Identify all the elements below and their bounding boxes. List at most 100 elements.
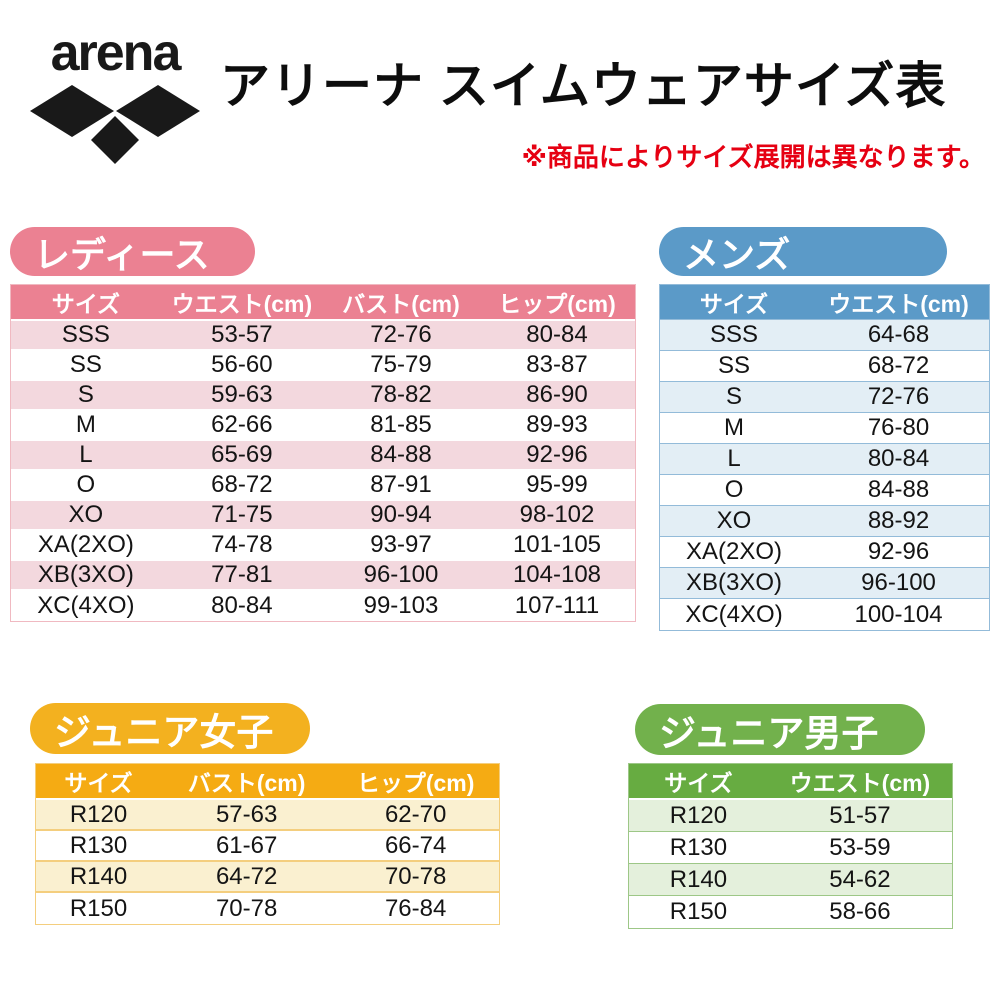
table-cell: 80-84 [808, 444, 989, 475]
table-row: XB(3XO) 96-100 [660, 568, 989, 599]
table-row: XC(4XO) 100-104 [660, 599, 989, 630]
table-cell: 59-63 [160, 381, 323, 411]
table-cell: 98-102 [478, 501, 635, 531]
table-cell: 76-80 [808, 413, 989, 444]
table-row: R140 54-62 [629, 864, 952, 896]
table-row: R120 51-57 [629, 800, 952, 832]
table-row: R150 70-78 76-84 [36, 893, 499, 924]
table-cell: R150 [629, 896, 768, 928]
table-cell: 62-66 [160, 411, 323, 441]
table-cell: O [11, 471, 161, 501]
table-cell: 53-57 [160, 321, 323, 351]
table-row: O 84-88 [660, 475, 989, 506]
table-cell: 71-75 [160, 501, 323, 531]
table-cell: 70-78 [332, 862, 499, 893]
table-cell: 88-92 [808, 506, 989, 537]
table-cell: 100-104 [808, 599, 989, 630]
table-cell: 93-97 [322, 531, 479, 561]
table-row: XB(3XO) 77-81 96-100 104-108 [11, 561, 635, 591]
table-cell: R130 [36, 831, 161, 862]
arena-logo: arena [25, 26, 205, 165]
table-cell: 51-57 [767, 800, 952, 832]
table-row: R120 57-63 62-70 [36, 800, 499, 831]
table-cell: XA(2XO) [11, 531, 161, 561]
table-cell: 86-90 [478, 381, 635, 411]
table-cell: 72-76 [808, 382, 989, 413]
table-cell: 84-88 [322, 441, 479, 471]
table-row: SS 56-60 75-79 83-87 [11, 351, 635, 381]
ladies-badge: レディース [10, 227, 255, 276]
table-cell: O [660, 475, 809, 506]
table-row: XA(2XO) 92-96 [660, 537, 989, 568]
table-cell: 96-100 [322, 561, 479, 591]
table-cell: 92-96 [808, 537, 989, 568]
table-cell: S [660, 382, 809, 413]
column-header: サイズ [660, 285, 809, 320]
column-header: サイズ [11, 285, 161, 321]
column-header: バスト(cm) [161, 764, 333, 800]
table-cell: 62-70 [332, 800, 499, 831]
table-cell: 95-99 [478, 471, 635, 501]
table-cell: 80-84 [160, 591, 323, 621]
table-cell: XC(4XO) [660, 599, 809, 630]
table-row: S 72-76 [660, 382, 989, 413]
column-header: ウエスト(cm) [808, 285, 989, 320]
table-cell: 83-87 [478, 351, 635, 381]
table-row: O 68-72 87-91 95-99 [11, 471, 635, 501]
table-cell: 77-81 [160, 561, 323, 591]
table-cell: 90-94 [322, 501, 479, 531]
column-header: ヒップ(cm) [478, 285, 635, 321]
table-cell: 54-62 [767, 864, 952, 896]
table-cell: SS [660, 351, 809, 382]
table-cell: 89-93 [478, 411, 635, 441]
table-cell: 68-72 [808, 351, 989, 382]
column-header: バスト(cm) [322, 285, 479, 321]
table-cell: 58-66 [767, 896, 952, 928]
table-cell: L [11, 441, 161, 471]
table-cell: 53-59 [767, 832, 952, 864]
table-cell: L [660, 444, 809, 475]
table-cell: M [660, 413, 809, 444]
table-cell: 75-79 [322, 351, 479, 381]
table-cell: SS [11, 351, 161, 381]
column-header: サイズ [36, 764, 161, 800]
table-cell: SSS [660, 320, 809, 351]
table-cell: R150 [36, 893, 161, 924]
table-cell: XB(3XO) [11, 561, 161, 591]
table-cell: 107-111 [478, 591, 635, 621]
table-cell: 76-84 [332, 893, 499, 924]
table-row: L 65-69 84-88 92-96 [11, 441, 635, 471]
column-header: サイズ [629, 764, 768, 800]
table-cell: 56-60 [160, 351, 323, 381]
table-cell: XC(4XO) [11, 591, 161, 621]
table-cell: 64-72 [161, 862, 333, 893]
table-cell: XB(3XO) [660, 568, 809, 599]
table-cell: 81-85 [322, 411, 479, 441]
table-cell: 84-88 [808, 475, 989, 506]
table-cell: R120 [629, 800, 768, 832]
table-cell: 61-67 [161, 831, 333, 862]
table-cell: S [11, 381, 161, 411]
table-row: R140 64-72 70-78 [36, 862, 499, 893]
arena-diamonds-icon [30, 84, 200, 164]
junior-boys-size-table: サイズ ウエスト(cm) R120 51-57 R130 53-59 R140 54-62 R1… [628, 763, 953, 929]
table-cell: 72-76 [322, 321, 479, 351]
table-header-row: サイズ ウエスト(cm) [629, 764, 952, 800]
mens-size-table: サイズ ウエスト(cm) SSS 64-68 SS 68-72 S 72-76 M 76-80 L 8… [659, 284, 990, 631]
junior-girls-badge: ジュニア女子 [30, 703, 310, 754]
table-row: R150 58-66 [629, 896, 952, 928]
table-cell: M [11, 411, 161, 441]
table-row: S 59-63 78-82 86-90 [11, 381, 635, 411]
table-row: XO 71-75 90-94 98-102 [11, 501, 635, 531]
table-row: M 76-80 [660, 413, 989, 444]
junior-girls-size-table: サイズ バスト(cm) ヒップ(cm) R120 57-63 62-70 R130 61-67… [35, 763, 500, 925]
table-cell: R120 [36, 800, 161, 831]
table-cell: 65-69 [160, 441, 323, 471]
table-cell: 66-74 [332, 831, 499, 862]
table-cell: 70-78 [161, 893, 333, 924]
table-header-row: サイズ バスト(cm) ヒップ(cm) [36, 764, 499, 800]
page-title: アリーナ スイムウェアサイズ表 [220, 58, 947, 114]
table-cell: 68-72 [160, 471, 323, 501]
table-cell: 99-103 [322, 591, 479, 621]
